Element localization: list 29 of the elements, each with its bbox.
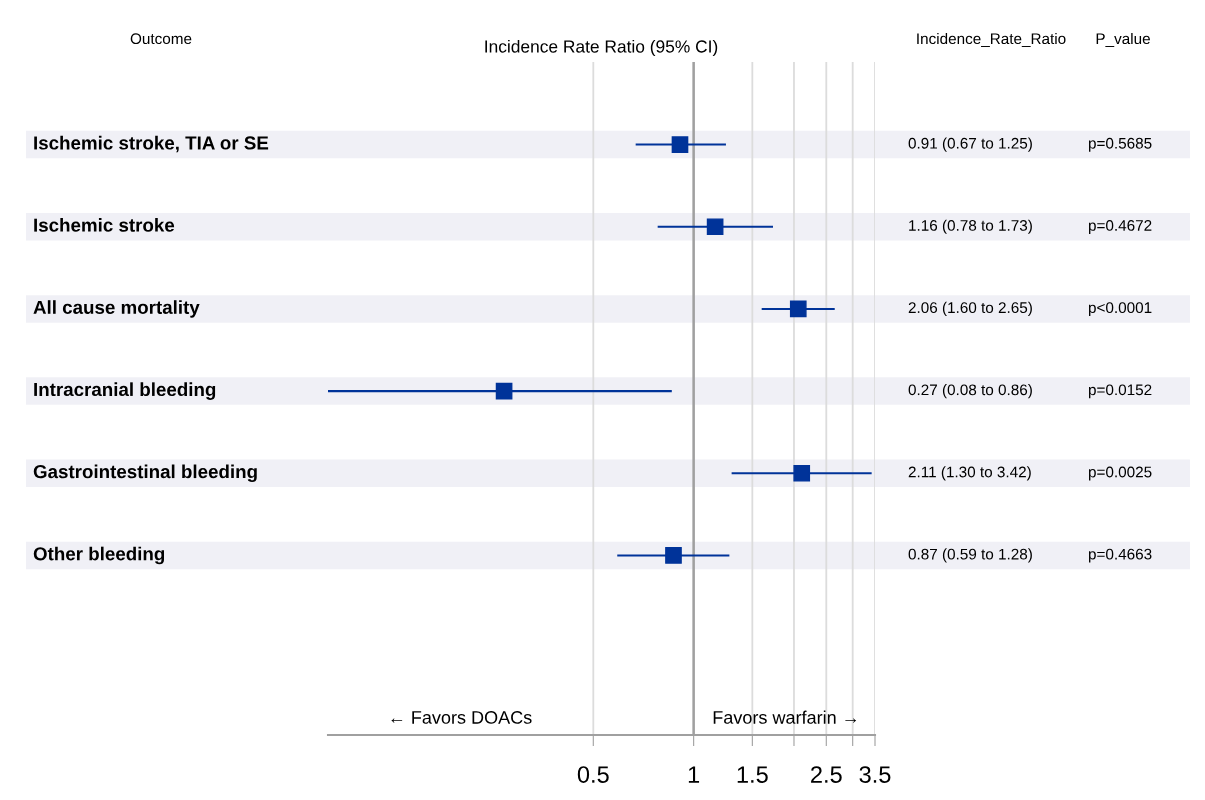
x-tick-label: 2.5 — [811, 766, 842, 783]
text: p=0.0025 — [1088, 466, 1152, 481]
text: Incidence_Rate_Ratio — [917, 32, 1066, 47]
text: P_value — [1096, 32, 1150, 47]
data-label: 0.87 (0.59 to 1.28) — [908, 548, 1032, 563]
text: p=0.0152 — [1088, 384, 1152, 399]
y-tick-label: Ischemic stroke — [34, 218, 175, 232]
text: p=0.5685 — [1088, 137, 1152, 152]
text: ← Favors DOACs — [391, 711, 532, 724]
text: p<0.0001 — [1088, 302, 1152, 317]
data-label: 0.91 (0.67 to 1.25) — [908, 137, 1032, 152]
text: Favors warfarin → — [713, 710, 857, 724]
y-tick-label: All cause mortality — [33, 300, 200, 318]
x-tick-label: 1 — [688, 766, 700, 783]
chart-title: Incidence Rate Ratio (95% CI) — [485, 39, 718, 57]
y-tick-label: Gastrointestinal bleeding — [33, 464, 257, 483]
data-label: 2.06 (1.60 to 2.65) — [908, 301, 1032, 317]
x-tick-label: 0.5 — [577, 766, 609, 783]
text: p=0.4663 — [1088, 548, 1152, 563]
y-tick-label: Intracranial bleeding — [34, 382, 216, 400]
data-label: 2.11 (1.30 to 3.42) — [908, 466, 1031, 481]
data-label: 0.27 (0.08 to 0.86) — [908, 383, 1032, 399]
data-label: 1.16 (0.78 to 1.73) — [909, 219, 1032, 234]
x-tick-label: 3.5 — [859, 766, 891, 783]
y-tick-label: Other bleeding — [33, 546, 165, 565]
text: Outcome — [130, 33, 192, 45]
y-tick-label: Ischemic stroke, TIA or SE — [34, 135, 269, 153]
text: p=0.4672 — [1088, 220, 1152, 234]
x-tick-label: 1.5 — [737, 766, 768, 783]
